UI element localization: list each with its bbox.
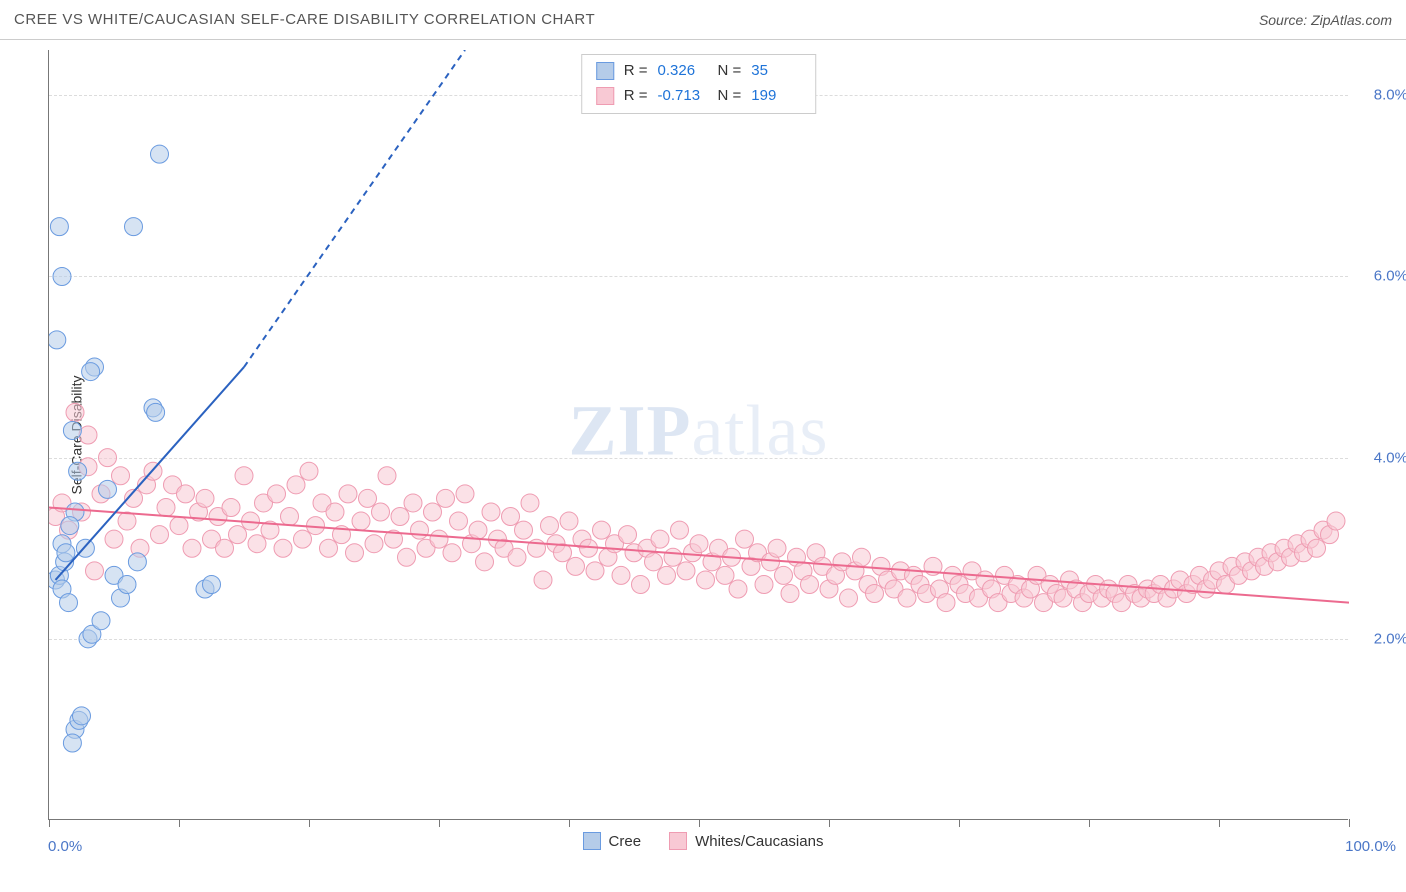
legend-label-series2: Whites/Caucasians — [695, 833, 823, 850]
legend-label-series1: Cree — [609, 833, 642, 850]
n-label: N = — [718, 84, 742, 109]
legend-item-series1: Cree — [583, 832, 642, 850]
stats-row-series1: R = 0.326 N = 35 — [596, 59, 802, 84]
plot-area: Self-Care Disability ZIPatlas R = 0.326 … — [48, 50, 1348, 820]
source-attribution: Source: ZipAtlas.com — [1259, 12, 1392, 28]
y-tick-label: 2.0% — [1358, 630, 1406, 647]
chart-container: CREE VS WHITE/CAUCASIAN SELF-CARE DISABI… — [0, 0, 1406, 892]
n-label: N = — [718, 59, 742, 84]
r-label: R = — [624, 59, 648, 84]
series1-n-value: 35 — [751, 59, 801, 84]
series2-r-value: -0.713 — [658, 84, 708, 109]
legend-bottom: Cree Whites/Caucasians — [0, 832, 1406, 850]
series1-r-value: 0.326 — [658, 59, 708, 84]
legend-item-series2: Whites/Caucasians — [669, 832, 823, 850]
legend-swatch-pink — [669, 832, 687, 850]
y-tick-label: 4.0% — [1358, 449, 1406, 466]
r-label: R = — [624, 84, 648, 109]
stats-row-series2: R = -0.713 N = 199 — [596, 84, 802, 109]
title-bar: CREE VS WHITE/CAUCASIAN SELF-CARE DISABI… — [0, 0, 1406, 40]
stats-swatch-pink — [596, 87, 614, 105]
chart-title: CREE VS WHITE/CAUCASIAN SELF-CARE DISABI… — [14, 11, 595, 28]
stats-box: R = 0.326 N = 35 R = -0.713 N = 199 — [581, 54, 817, 114]
y-tick-label: 8.0% — [1358, 87, 1406, 104]
stats-swatch-blue — [596, 62, 614, 80]
scatter-svg — [49, 50, 1349, 820]
series2-n-value: 199 — [751, 84, 801, 109]
legend-swatch-blue — [583, 832, 601, 850]
y-tick-label: 6.0% — [1358, 268, 1406, 285]
